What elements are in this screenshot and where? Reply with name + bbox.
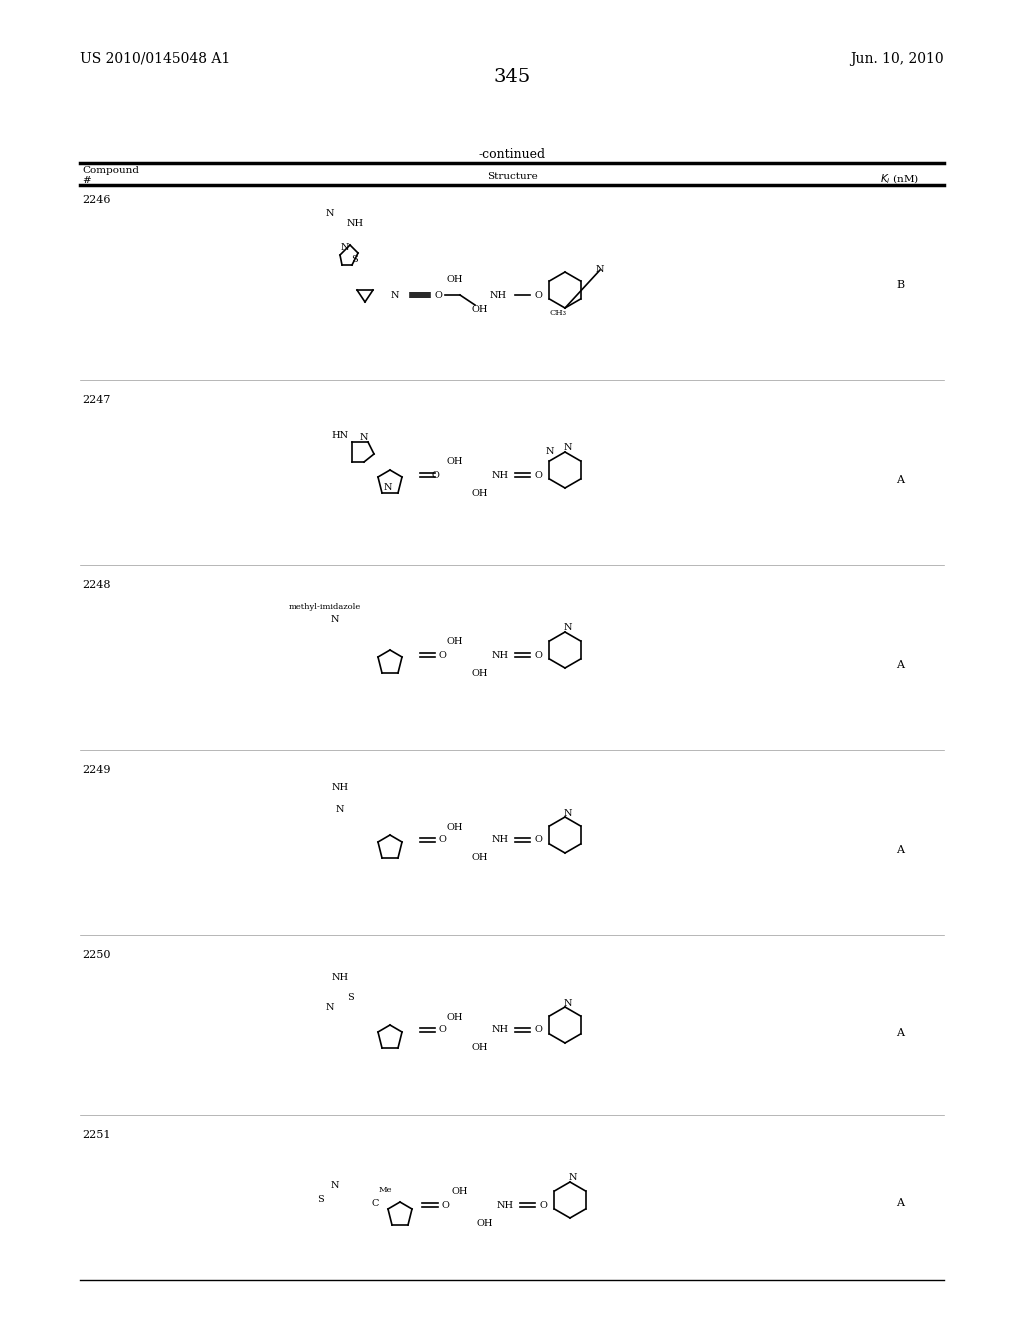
Text: OH: OH [472, 668, 488, 677]
Text: OH: OH [446, 458, 463, 466]
Text: N: N [564, 998, 572, 1007]
Text: N: N [336, 805, 344, 814]
Text: N: N [546, 446, 554, 455]
Text: C: C [372, 1199, 379, 1208]
Text: N: N [326, 209, 334, 218]
Text: O: O [438, 651, 445, 660]
Text: methyl-imidazole: methyl-imidazole [289, 603, 361, 611]
Text: N: N [359, 433, 369, 442]
Text: OH: OH [472, 488, 488, 498]
Text: N: N [326, 1003, 334, 1012]
Text: N: N [564, 444, 572, 453]
Text: O: O [438, 1026, 445, 1035]
Text: O: O [535, 470, 542, 479]
Text: A: A [896, 845, 904, 855]
Text: #: # [82, 176, 91, 185]
Text: NH: NH [492, 651, 509, 660]
Text: -continued: -continued [478, 148, 546, 161]
Text: OH: OH [446, 276, 463, 285]
Text: 2250: 2250 [82, 950, 111, 960]
Text: 2248: 2248 [82, 579, 111, 590]
Text: O: O [431, 470, 439, 479]
Text: O: O [434, 290, 442, 300]
Text: N: N [384, 483, 392, 491]
Text: 2249: 2249 [82, 766, 111, 775]
Text: A: A [896, 660, 904, 671]
Text: N: N [596, 265, 604, 275]
Text: 2251: 2251 [82, 1130, 111, 1140]
Text: OH: OH [446, 638, 463, 647]
Text: A: A [896, 475, 904, 484]
Text: N: N [331, 1180, 339, 1189]
Text: O: O [535, 290, 542, 300]
Text: OH: OH [472, 1044, 488, 1052]
Text: NH: NH [332, 784, 348, 792]
Text: NH: NH [497, 1200, 514, 1209]
Text: N: N [564, 808, 572, 817]
Text: S: S [347, 994, 353, 1002]
Text: NH: NH [489, 290, 507, 300]
Text: OH: OH [477, 1218, 494, 1228]
Text: N: N [391, 290, 399, 300]
Text: A: A [896, 1027, 904, 1038]
Text: OH: OH [472, 305, 488, 314]
Text: HN: HN [332, 430, 348, 440]
Text: OH: OH [446, 1012, 463, 1022]
Text: O: O [535, 651, 542, 660]
Text: CH₃: CH₃ [550, 309, 566, 317]
Text: A: A [896, 1197, 904, 1208]
Text: NH: NH [492, 1026, 509, 1035]
Text: Me: Me [378, 1185, 392, 1195]
Text: B: B [896, 280, 904, 290]
Text: NH: NH [492, 836, 509, 845]
Text: O: O [535, 836, 542, 845]
Text: 2246: 2246 [82, 195, 111, 205]
Text: O: O [441, 1200, 449, 1209]
Text: NH: NH [332, 974, 348, 982]
Text: N: N [341, 243, 349, 252]
Text: OH: OH [452, 1188, 468, 1196]
Text: US 2010/0145048 A1: US 2010/0145048 A1 [80, 51, 230, 66]
Text: N: N [568, 1173, 578, 1183]
Text: Compound: Compound [82, 166, 139, 176]
Text: S: S [350, 255, 357, 264]
Text: O: O [535, 1026, 542, 1035]
Text: Jun. 10, 2010: Jun. 10, 2010 [850, 51, 944, 66]
Text: OH: OH [446, 822, 463, 832]
Text: O: O [438, 836, 445, 845]
Text: S: S [316, 1196, 324, 1204]
Text: Structure: Structure [486, 172, 538, 181]
Text: $K_i$ (nM): $K_i$ (nM) [881, 172, 920, 186]
Text: N: N [564, 623, 572, 632]
Text: O: O [539, 1200, 547, 1209]
Text: NH: NH [346, 219, 364, 227]
Text: OH: OH [472, 854, 488, 862]
Text: 2247: 2247 [82, 395, 111, 405]
Text: NH: NH [492, 470, 509, 479]
Text: N: N [331, 615, 339, 624]
Text: 345: 345 [494, 69, 530, 86]
